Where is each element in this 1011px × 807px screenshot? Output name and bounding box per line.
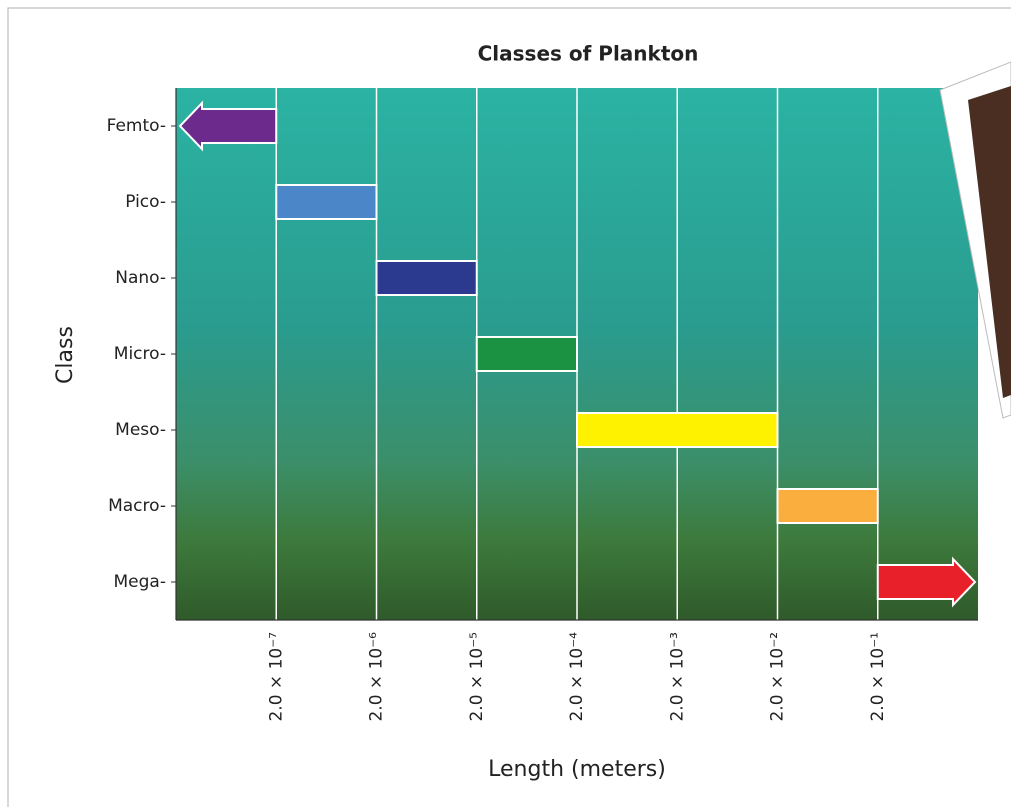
bar-arrow: [876, 556, 977, 608]
x-tick-label: 2.0 × 10⁻¹: [868, 632, 888, 722]
x-tick-label: 2.0 × 10⁻⁵: [467, 632, 487, 722]
bar: [576, 412, 779, 448]
y-tick-label: Micro-: [114, 344, 166, 364]
x-axis-title: Length (meters): [488, 757, 666, 782]
chart-title: Classes of Plankton: [478, 42, 699, 66]
x-tick-label: 2.0 × 10⁻⁶: [367, 632, 387, 722]
y-tick-label: Macro-: [108, 496, 166, 516]
x-tick-label: 2.0 × 10⁻⁷: [266, 632, 286, 722]
frame: [7, 7, 1011, 807]
x-tick-label: 2.0 × 10⁻³: [667, 632, 687, 722]
bar: [475, 336, 578, 372]
bar: [776, 488, 879, 524]
bar: [375, 260, 478, 296]
photo: [968, 86, 1011, 398]
y-tick-label: Meso-: [115, 420, 166, 440]
bar: [275, 184, 378, 220]
bar-arrow: [178, 100, 278, 152]
y-tick-label: Mega-: [114, 572, 166, 592]
x-tick-label: 2.0 × 10⁻⁴: [567, 632, 587, 722]
y-tick-label: Femto-: [107, 116, 166, 136]
x-tick-label: 2.0 × 10⁻²: [768, 632, 788, 722]
y-tick-label: Nano-: [115, 268, 166, 288]
y-tick-label: Pico-: [125, 192, 166, 212]
y-axis-title: Class: [53, 326, 78, 384]
